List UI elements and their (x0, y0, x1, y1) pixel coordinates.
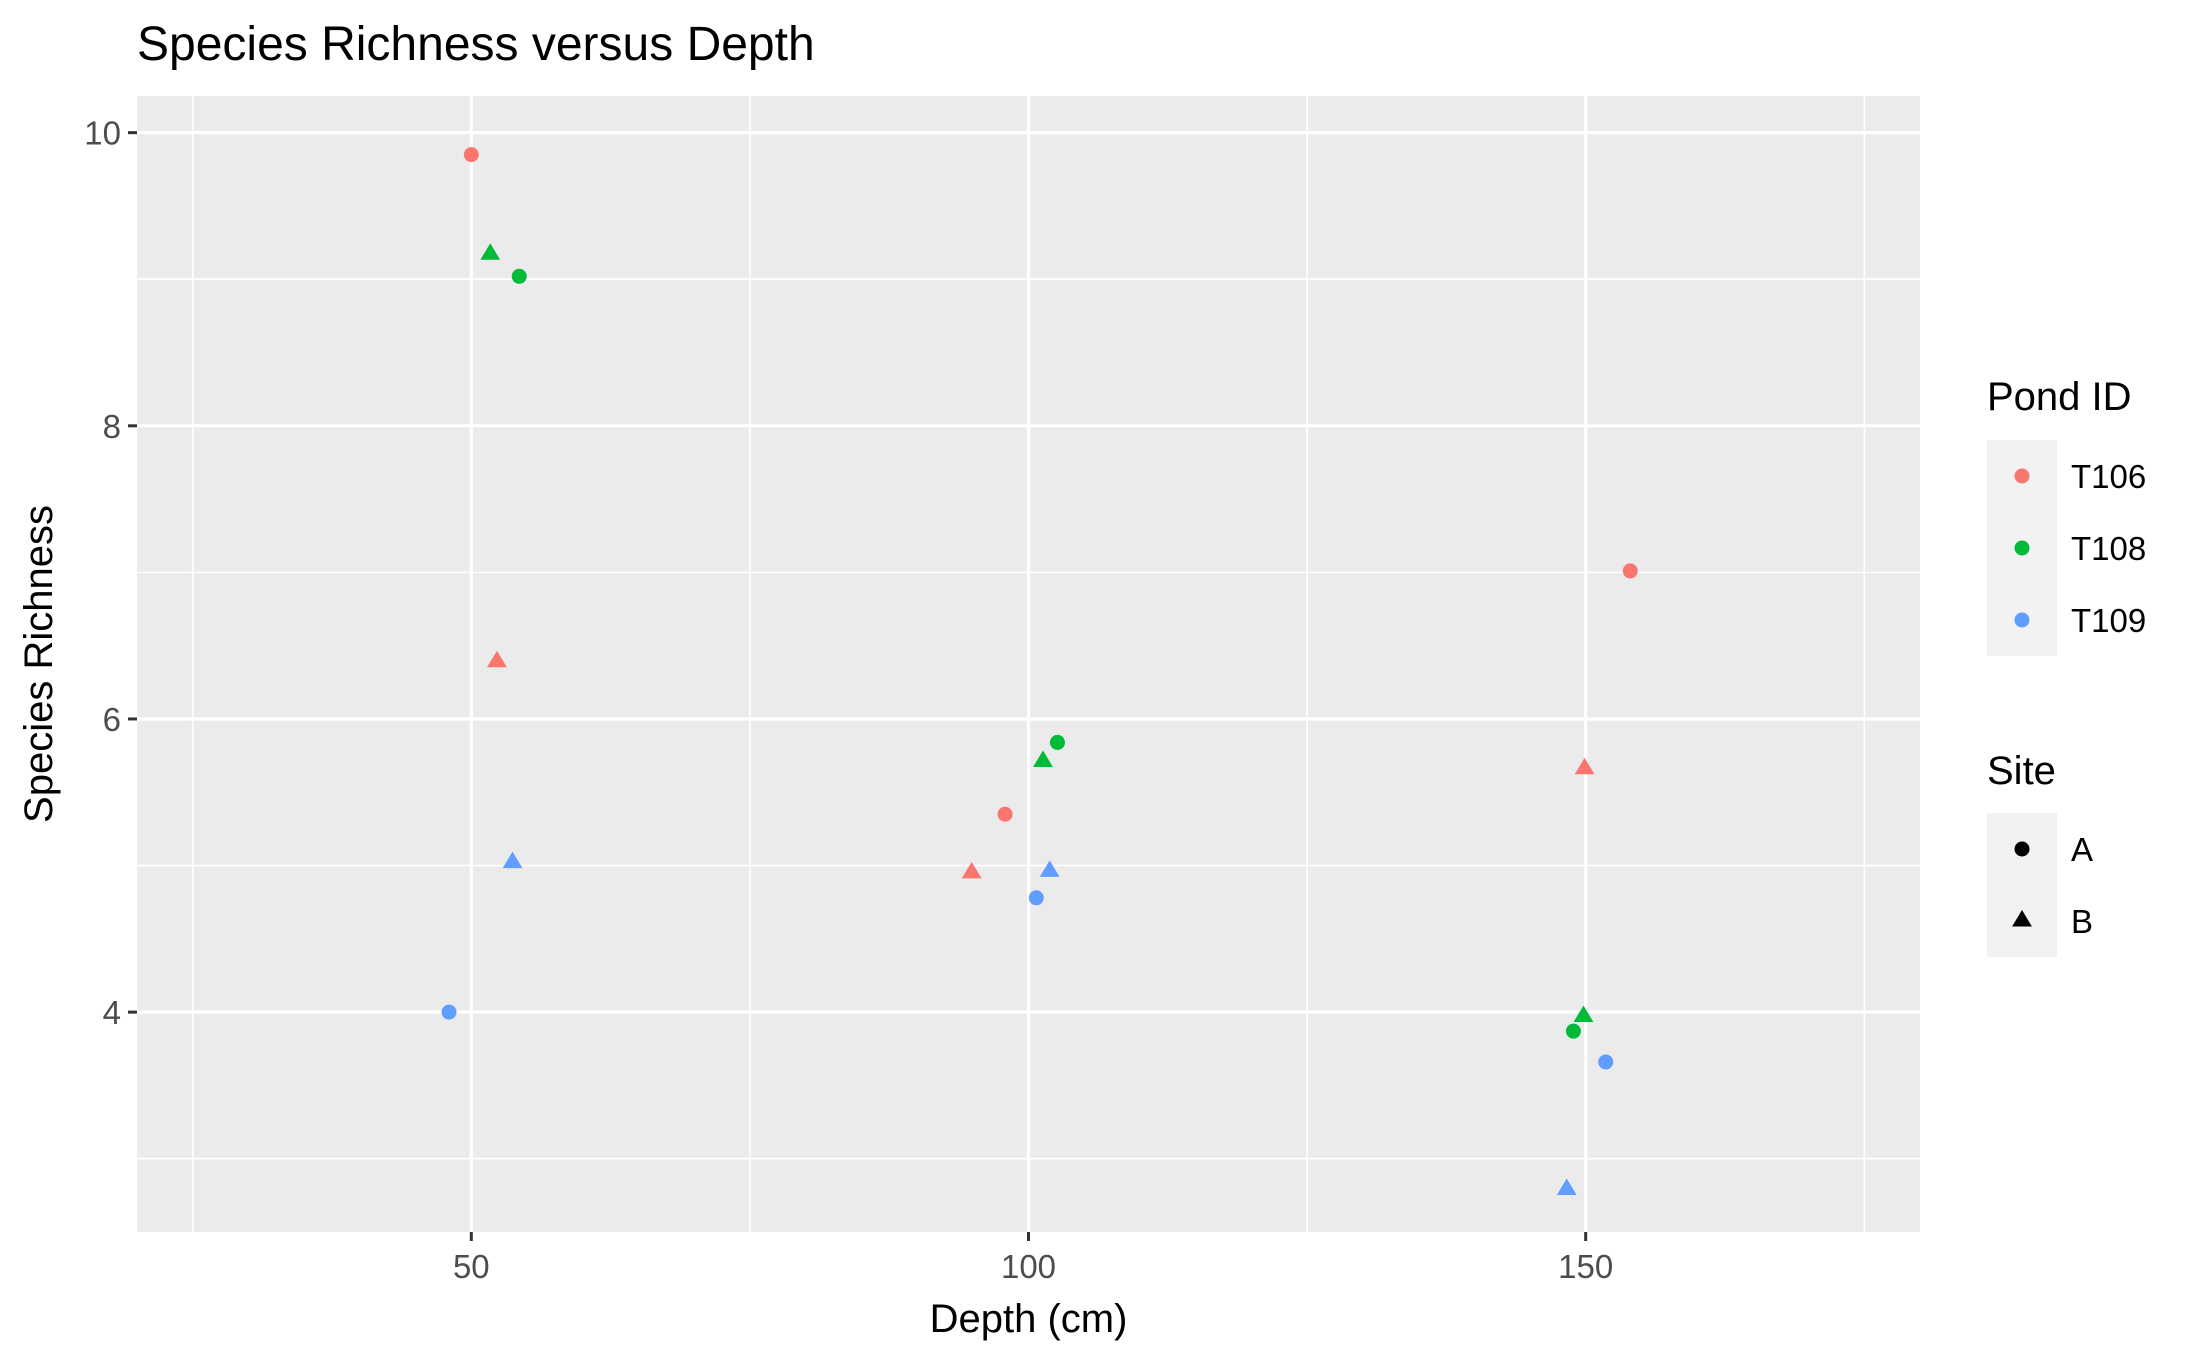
data-point-t109-site-a-circle (441, 1004, 457, 1020)
legend-site-title: Site (1987, 749, 2056, 793)
data-point-t106-site-b-triangle (487, 650, 507, 668)
data-point-t109-site-b-triangle (1039, 860, 1060, 877)
x-tick-label: 150 (1558, 1248, 1613, 1285)
legend-key-site-a (2014, 841, 2030, 857)
y-tick-label: 10 (84, 115, 121, 152)
major-gridlines (137, 96, 1920, 1232)
data-point-t106-site-b-triangle (1574, 757, 1595, 775)
chart-title: Species Richness versus Depth (137, 18, 815, 71)
y-axis: 4 6 8 10 (84, 115, 137, 1031)
data-point-t108-site-b-triangle (1033, 750, 1053, 767)
data-point-t108-site-a-circle (511, 268, 527, 284)
legend-label-t109: T109 (2071, 602, 2146, 639)
x-axis-title: Depth (cm) (930, 1297, 1128, 1341)
y-tick-label: 8 (103, 408, 121, 445)
data-point-t108-site-b-triangle (480, 243, 501, 260)
legend-pond-id: Pond ID T106 T108 T109 (1987, 375, 2146, 656)
y-axis-title: Species Richness (17, 505, 61, 823)
legend-key-t106 (2014, 468, 2030, 484)
legend-key-site-b (2012, 910, 2032, 927)
data-point-t106-site-a-circle (463, 147, 479, 163)
data-point-t106-site-a-circle (997, 806, 1013, 822)
data-point-t108-site-a-circle (1565, 1023, 1581, 1039)
x-axis: 50 100 150 (453, 1232, 1613, 1285)
legend-label-t108: T108 (2071, 530, 2146, 567)
legend-site-key-background (1987, 813, 2057, 957)
legend-site: Site AB (1987, 749, 2093, 957)
data-point-t108-site-b-triangle (1573, 1005, 1594, 1023)
x-tick-label: 100 (1001, 1248, 1056, 1285)
legend-label-site-b: B (2071, 903, 2093, 940)
x-tick-label: 50 (453, 1248, 490, 1285)
data-point-t108-site-a-circle (1049, 734, 1065, 750)
legend-label-t106: T106 (2071, 458, 2146, 495)
data-point-t109-site-b-triangle (502, 851, 523, 869)
data-point-t109-site-a-circle (1028, 890, 1044, 906)
legend-label-site-a: A (2071, 831, 2093, 868)
data-point-t106-site-a-circle (1622, 563, 1638, 579)
data-points (441, 147, 1638, 1195)
data-point-t109-site-b-triangle (1556, 1178, 1577, 1195)
data-point-t109-site-a-circle (1598, 1054, 1614, 1070)
legend-key-t108 (2014, 540, 2030, 556)
data-point-t106-site-b-triangle (961, 861, 982, 879)
y-tick-label: 4 (103, 994, 121, 1031)
y-tick-label: 6 (103, 701, 121, 738)
legend-pond-id-title: Pond ID (1987, 375, 2132, 419)
legend-key-t109 (2014, 612, 2030, 628)
